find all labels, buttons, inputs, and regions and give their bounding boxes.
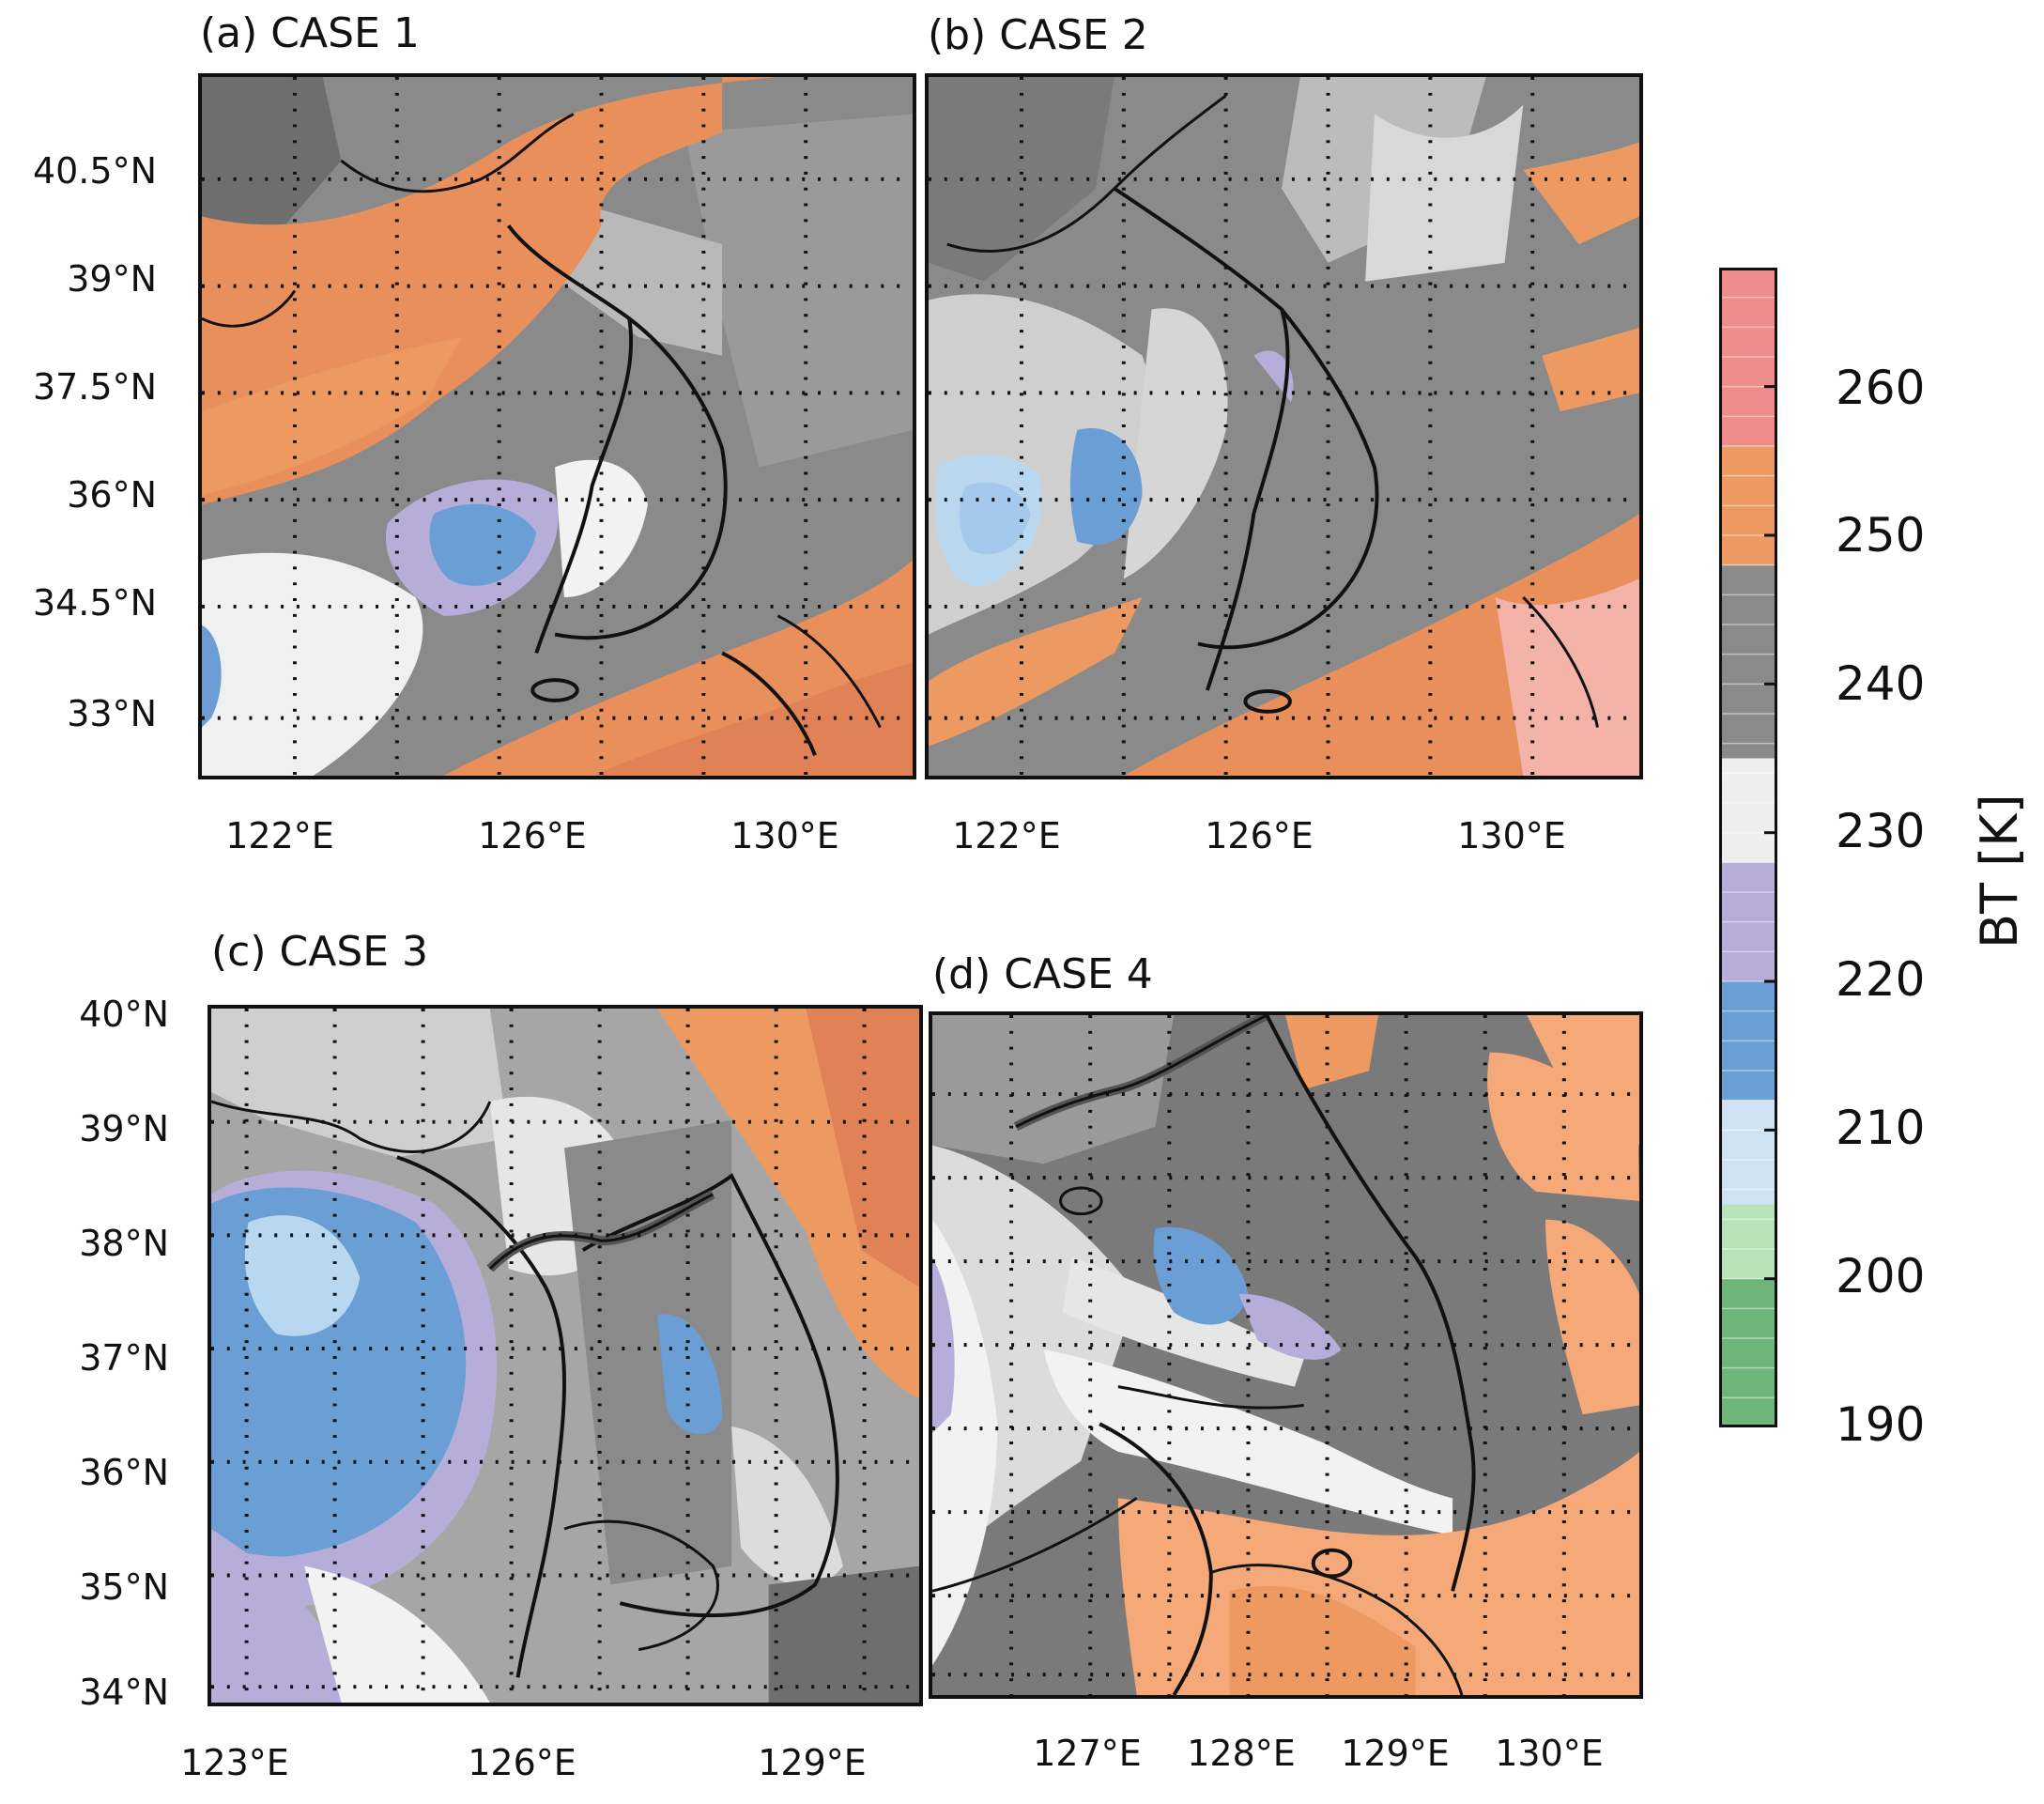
colorbar-label: BT [K] (1970, 794, 2029, 948)
lon-label: 130°E (1457, 815, 1566, 856)
lon-label: 126°E (468, 1742, 576, 1783)
map-panel-d (929, 1011, 1643, 1699)
colorbar-tick: 220 (1836, 952, 1926, 1007)
lat-label: 40.5°N (32, 150, 157, 192)
lon-label: 129°E (1341, 1733, 1450, 1774)
lon-label: 129°E (758, 1742, 867, 1783)
panel-title: (a) CASE 1 (200, 9, 420, 57)
lat-label: 39°N (79, 1108, 169, 1149)
lon-label: 130°E (730, 815, 839, 856)
lat-label: 33°N (67, 693, 157, 734)
lat-label: 37°N (79, 1337, 169, 1379)
lat-label: 36°N (79, 1452, 169, 1493)
colorbar-frame (1719, 268, 1777, 1427)
colorbar-tick: 230 (1836, 804, 1926, 858)
lon-label: 122°E (952, 815, 1061, 856)
lat-label: 37.5°N (32, 366, 157, 408)
lon-label: 126°E (478, 815, 587, 856)
panel-title: (b) CASE 2 (928, 11, 1148, 59)
colorbar-band (1719, 981, 1777, 1101)
colorbar-band (1719, 268, 1777, 446)
colorbar-tick: 210 (1836, 1101, 1926, 1155)
map-panel-b (925, 73, 1643, 779)
lon-label: 127°E (1033, 1733, 1142, 1774)
lat-label: 34°N (79, 1672, 169, 1713)
colorbar-band (1719, 1278, 1777, 1427)
colorbar-tick: 250 (1836, 508, 1926, 563)
lon-label: 130°E (1495, 1733, 1604, 1774)
colorbar-band (1719, 1100, 1777, 1205)
colorbar-tick: 200 (1836, 1249, 1926, 1303)
lon-label: 123°E (180, 1742, 289, 1783)
panel-title: (c) CASE 3 (211, 928, 429, 976)
lat-label: 36°N (67, 474, 157, 516)
colorbar-scale (1719, 268, 1777, 1427)
colorbar-band (1719, 564, 1777, 759)
lon-label: 122°E (225, 815, 334, 856)
map-panel-a (198, 73, 916, 779)
colorbar-tick: 190 (1836, 1397, 1926, 1452)
lat-label: 34.5°N (32, 582, 157, 624)
lat-label: 39°N (67, 258, 157, 300)
colorbar-band (1719, 446, 1777, 565)
colorbar-tick: 240 (1836, 656, 1926, 711)
lon-label: 128°E (1187, 1733, 1296, 1774)
lat-label: 35°N (79, 1566, 169, 1608)
colorbar-band (1719, 1204, 1777, 1279)
lat-label: 40°N (79, 994, 169, 1035)
panel-title: (d) CASE 4 (932, 950, 1153, 998)
colorbar-band (1719, 758, 1777, 863)
colorbar-band (1719, 862, 1777, 981)
lon-label: 126°E (1205, 815, 1314, 856)
lat-label: 38°N (79, 1223, 169, 1264)
colorbar-tick: 260 (1836, 361, 1926, 415)
map-panel-c (207, 1005, 923, 1706)
